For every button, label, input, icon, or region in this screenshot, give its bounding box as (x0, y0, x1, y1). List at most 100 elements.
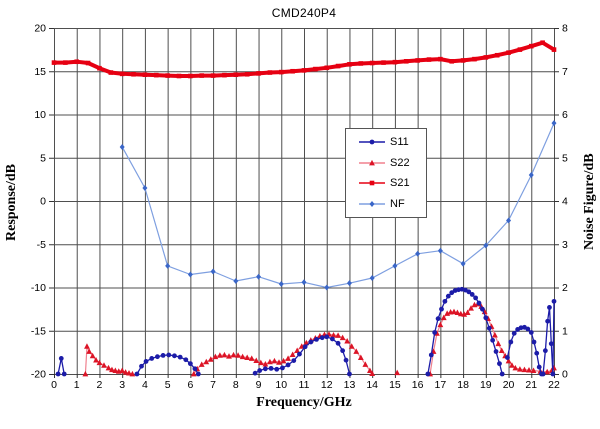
x-tick-label: 21 (525, 379, 537, 391)
data-point-square (108, 70, 114, 75)
y-right-tick-label: 7 (562, 66, 568, 78)
series-nf (119, 120, 557, 291)
data-point-triangle (505, 357, 512, 364)
y-left-tick-label: -20 (31, 369, 46, 381)
x-tick-label: 0 (51, 379, 57, 391)
data-point-square (506, 50, 511, 55)
data-point-triangle (126, 370, 132, 376)
data-point-circle (134, 371, 140, 377)
data-point-triangle (203, 358, 210, 365)
data-point-triangle (517, 366, 523, 372)
legend-marker-circle-icon (359, 139, 385, 145)
data-point-triangle (198, 361, 205, 367)
data-point-square (483, 55, 489, 60)
data-point-square (335, 63, 341, 69)
data-point-square (188, 73, 193, 79)
data-point-circle (252, 370, 258, 376)
data-point-triangle (101, 362, 107, 368)
data-point-triangle (344, 338, 351, 344)
data-point-triangle (454, 309, 461, 315)
legend-item-nf: NF (357, 198, 426, 210)
data-point-triangle (530, 367, 537, 373)
data-point-diamond (392, 262, 398, 269)
y-left-tick-label: 5 (40, 152, 46, 164)
y-right-tick-label: 6 (562, 109, 568, 121)
data-point-circle (536, 364, 542, 370)
data-point-circle (314, 337, 319, 342)
data-point-circle (432, 330, 438, 335)
data-point-circle (528, 330, 534, 335)
data-point-circle (155, 354, 160, 360)
data-point-circle (531, 339, 537, 345)
data-point-diamond (369, 200, 375, 207)
data-point-triangle (492, 331, 498, 338)
data-point-circle (262, 366, 268, 372)
x-tick-label: 1 (74, 379, 80, 391)
data-point-circle (302, 344, 308, 350)
data-point-triangle (294, 347, 301, 354)
data-point-diamond (210, 268, 216, 275)
data-point-triangle (212, 353, 219, 360)
data-point-triangle (498, 347, 505, 354)
x-tick-label: 16 (412, 379, 424, 391)
data-point-square (460, 58, 466, 63)
data-point-circle (469, 292, 475, 297)
data-point-circle (466, 289, 472, 295)
data-point-circle (534, 350, 540, 356)
x-tick-label: 5 (165, 379, 171, 391)
data-point-circle (160, 353, 166, 358)
data-point-circle (548, 341, 554, 347)
data-point-circle (274, 366, 280, 372)
data-point-triangle (190, 370, 197, 377)
data-point-square (426, 57, 432, 62)
data-point-circle (369, 139, 375, 145)
series-s21 (51, 40, 557, 79)
legend-label: S22 (390, 156, 410, 169)
y-right-tick-label: 1 (562, 325, 568, 337)
data-point-triangle (335, 332, 341, 338)
data-point-circle (540, 371, 546, 377)
data-point-triangle (357, 354, 364, 360)
series-line (121, 122, 555, 289)
data-point-triangle (230, 351, 237, 358)
data-point-circle (257, 368, 263, 373)
data-point-triangle (330, 331, 337, 338)
x-tick-label: 6 (187, 379, 193, 391)
legend-item-s21: S21 (357, 177, 426, 189)
data-point-circle (493, 349, 499, 354)
data-point-triangle (437, 321, 444, 328)
data-point-circle (445, 293, 451, 299)
data-point-square (267, 70, 273, 75)
data-point-circle (551, 298, 557, 304)
data-point-circle (505, 355, 510, 360)
data-point-diamond (437, 247, 443, 254)
data-point-square (313, 66, 318, 72)
data-point-square (142, 72, 148, 78)
data-point-circle (343, 357, 349, 363)
x-tick-label: 9 (256, 379, 262, 391)
data-point-circle (280, 365, 285, 371)
data-point-diamond (278, 281, 284, 288)
data-point-triangle (526, 367, 532, 373)
data-point-triangle (369, 370, 376, 376)
data-point-circle (542, 348, 548, 354)
data-point-square (472, 56, 477, 62)
data-point-square (290, 68, 295, 74)
x-tick-label: 14 (366, 379, 378, 391)
data-point-triangle (276, 359, 282, 365)
data-point-triangle (440, 314, 447, 321)
series-s11 (55, 286, 557, 377)
data-point-triangle (82, 370, 89, 377)
data-point-triangle (353, 348, 360, 354)
data-point-circle (486, 325, 492, 331)
data-point-circle (195, 371, 201, 377)
data-point-square (381, 60, 386, 65)
data-point-square (403, 59, 409, 64)
data-point-triangle (468, 305, 474, 311)
data-point-square (369, 60, 375, 66)
data-point-square (392, 59, 398, 65)
data-point-circle (480, 306, 485, 312)
data-point-triangle (235, 352, 241, 358)
data-point-square (369, 180, 375, 186)
data-point-circle (508, 339, 514, 345)
